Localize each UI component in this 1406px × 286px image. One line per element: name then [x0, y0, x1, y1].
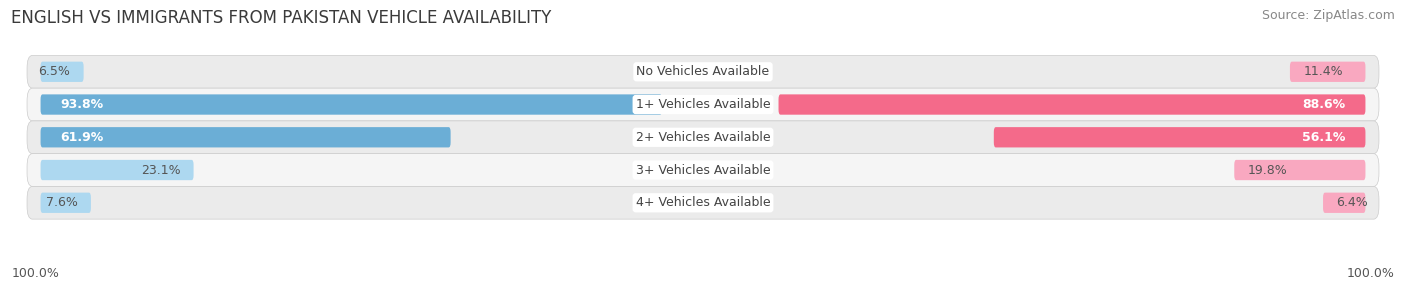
FancyBboxPatch shape	[779, 94, 1365, 115]
FancyBboxPatch shape	[41, 193, 91, 213]
Text: 7.6%: 7.6%	[46, 196, 77, 209]
Text: 3+ Vehicles Available: 3+ Vehicles Available	[636, 164, 770, 176]
Text: 4+ Vehicles Available: 4+ Vehicles Available	[636, 196, 770, 209]
Text: ENGLISH VS IMMIGRANTS FROM PAKISTAN VEHICLE AVAILABILITY: ENGLISH VS IMMIGRANTS FROM PAKISTAN VEHI…	[11, 9, 551, 27]
FancyBboxPatch shape	[27, 121, 1379, 154]
FancyBboxPatch shape	[27, 55, 1379, 88]
Text: 6.4%: 6.4%	[1336, 196, 1368, 209]
Text: 100.0%: 100.0%	[1347, 267, 1395, 280]
FancyBboxPatch shape	[41, 127, 450, 147]
Text: 93.8%: 93.8%	[60, 98, 104, 111]
Text: 61.9%: 61.9%	[60, 131, 104, 144]
Legend: English, Immigrants from Pakistan: English, Immigrants from Pakistan	[561, 283, 845, 286]
FancyBboxPatch shape	[27, 88, 1379, 121]
Text: 2+ Vehicles Available: 2+ Vehicles Available	[636, 131, 770, 144]
FancyBboxPatch shape	[994, 127, 1365, 147]
FancyBboxPatch shape	[1323, 193, 1365, 213]
Text: 6.5%: 6.5%	[38, 65, 70, 78]
Text: 88.6%: 88.6%	[1302, 98, 1346, 111]
FancyBboxPatch shape	[1289, 61, 1365, 82]
FancyBboxPatch shape	[27, 186, 1379, 219]
FancyBboxPatch shape	[27, 154, 1379, 186]
FancyBboxPatch shape	[41, 61, 83, 82]
FancyBboxPatch shape	[41, 160, 194, 180]
Text: 56.1%: 56.1%	[1302, 131, 1346, 144]
Text: No Vehicles Available: No Vehicles Available	[637, 65, 769, 78]
Text: 1+ Vehicles Available: 1+ Vehicles Available	[636, 98, 770, 111]
FancyBboxPatch shape	[1234, 160, 1365, 180]
Text: 19.8%: 19.8%	[1247, 164, 1288, 176]
FancyBboxPatch shape	[41, 94, 662, 115]
Text: Source: ZipAtlas.com: Source: ZipAtlas.com	[1261, 9, 1395, 21]
Text: 11.4%: 11.4%	[1303, 65, 1343, 78]
Text: 23.1%: 23.1%	[141, 164, 180, 176]
Text: 100.0%: 100.0%	[11, 267, 59, 280]
